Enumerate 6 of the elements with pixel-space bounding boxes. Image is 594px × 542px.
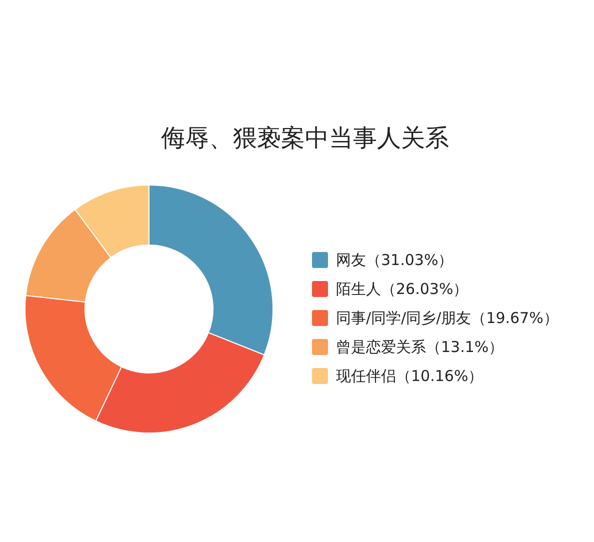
legend-label: 陌生人（26.03%） <box>336 280 468 298</box>
legend-label: 网友（31.03%） <box>336 251 454 269</box>
legend-label: 曾是恋爱关系（13.1%） <box>336 338 504 356</box>
legend-label: 现任伴侣（10.16%） <box>336 367 484 385</box>
legend-label: 同事/同学/同乡/朋友（19.67%） <box>336 309 558 327</box>
chart-title: 侮辱、猥亵案中当事人关系 <box>161 124 449 152</box>
